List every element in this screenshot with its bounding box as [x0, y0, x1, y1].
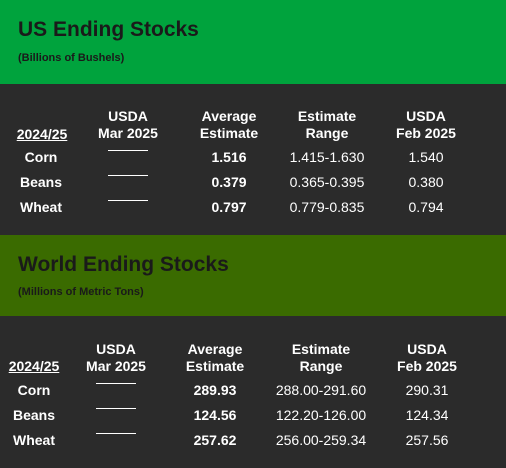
world-header-usda-feb: USDA Feb 2025 [397, 341, 457, 375]
us-row-label: Corn [24, 149, 58, 165]
world-header-average-line2: Estimate [185, 358, 245, 374]
world-header-average-line1: Average [187, 341, 243, 357]
world-header-usda-mar: USDA Mar 2025 [86, 341, 146, 375]
world-row-range: 288.00-291.60 [275, 382, 367, 398]
us-row-range: 0.779-0.835 [289, 199, 365, 215]
us-banner: US Ending Stocks (Billions of Bushels) [0, 0, 506, 84]
us-row-label: Wheat [20, 199, 62, 215]
us-row-feb: 0.380 [408, 174, 444, 190]
world-row-range: 256.00-259.34 [275, 432, 367, 448]
world-row-average: 289.93 [193, 382, 237, 398]
us-row-average: 0.379 [211, 174, 247, 190]
us-row-average: 1.516 [211, 149, 247, 165]
us-row-feb: 0.794 [408, 199, 444, 215]
us-header-average-line1: Average [201, 108, 257, 124]
us-row-average: 0.797 [211, 199, 247, 215]
us-header-usda-feb: USDA Feb 2025 [396, 108, 456, 142]
world-subtitle: (Millions of Metric Tons) [18, 286, 144, 298]
world-header-range-line1: Estimate [291, 341, 351, 357]
us-row-range: 1.415-1.630 [289, 149, 365, 165]
world-row-feb: 257.56 [405, 432, 449, 448]
world-row-label: Beans [12, 407, 56, 423]
world-row-blank [96, 433, 136, 434]
us-row-blank [108, 200, 148, 201]
world-row-blank [96, 383, 136, 384]
us-header-range-line2: Range [305, 125, 349, 141]
world-title: World Ending Stocks [18, 253, 229, 276]
world-row-average: 124.56 [193, 407, 237, 423]
world-header-average: Average Estimate [186, 341, 244, 375]
us-header-average: Average Estimate [200, 108, 258, 142]
us-row-feb: 1.540 [408, 149, 444, 165]
world-row-average: 257.62 [193, 432, 237, 448]
us-header-range: Estimate Range [298, 108, 356, 142]
us-header-usda-feb-line2: Feb 2025 [396, 125, 456, 141]
us-row-label: Beans [19, 174, 63, 190]
world-header-usda-feb-line2: Feb 2025 [397, 358, 457, 374]
world-row-feb: 124.34 [405, 407, 449, 423]
world-row-label: Wheat [13, 432, 55, 448]
world-row-label: Corn [17, 382, 51, 398]
world-table: 2024/25 USDA Mar 2025 Average Estimate E… [0, 316, 506, 468]
us-year-header: 2024/25 [16, 126, 68, 142]
us-header-range-line1: Estimate [297, 108, 357, 124]
us-header-usda-mar-line1: USDA [108, 108, 148, 124]
us-header-usda-feb-line1: USDA [406, 108, 446, 124]
us-row-blank [108, 175, 148, 176]
us-title: US Ending Stocks [18, 18, 199, 41]
world-header-range: Estimate Range [292, 341, 350, 375]
world-year-header: 2024/25 [8, 358, 60, 374]
us-header-usda-mar-line2: Mar 2025 [98, 125, 158, 141]
world-row-blank [96, 408, 136, 409]
world-row-feb: 290.31 [405, 382, 449, 398]
world-row-range: 122.20-126.00 [275, 407, 367, 423]
us-row-blank [108, 150, 148, 151]
world-header-usda-mar-line2: Mar 2025 [86, 358, 146, 374]
us-row-range: 0.365-0.395 [289, 174, 365, 190]
us-header-usda-mar: USDA Mar 2025 [98, 108, 158, 142]
world-banner: World Ending Stocks (Millions of Metric … [0, 235, 506, 316]
world-header-range-line2: Range [299, 358, 343, 374]
world-header-usda-mar-line1: USDA [96, 341, 136, 357]
world-header-usda-feb-line1: USDA [407, 341, 447, 357]
us-header-average-line2: Estimate [199, 125, 259, 141]
us-table: 2024/25 USDA Mar 2025 Average Estimate E… [0, 84, 506, 235]
us-subtitle: (Billions of Bushels) [18, 52, 125, 64]
